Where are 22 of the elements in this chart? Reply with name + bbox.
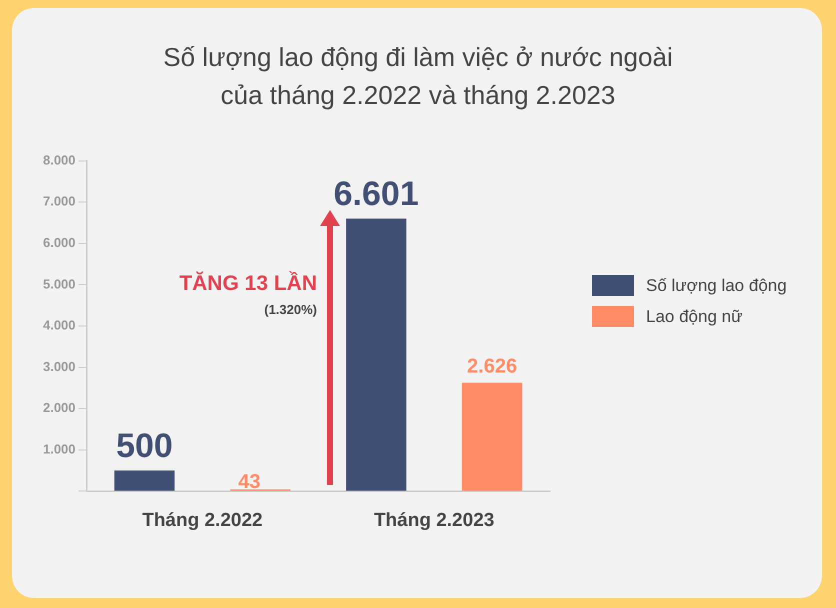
- bar: [114, 470, 175, 491]
- chart-title: Số lượng lao động đi làm việc ở nước ngoài của tháng 2.2022 và tháng 2.2023: [162, 41, 674, 112]
- y-tick-label: 6.000: [42, 234, 76, 250]
- y-tick-label: 4.000: [42, 318, 76, 333]
- x-tick-label: Tháng 2.2023: [374, 510, 494, 531]
- legend-label: Số lượng lao động: [646, 276, 787, 296]
- bar: [462, 382, 522, 491]
- y-tick-label: 2.000: [42, 400, 76, 416]
- y-tick-label: 3.000: [42, 358, 76, 374]
- annotation: TĂNG 13 LẦN: [179, 272, 317, 296]
- y-tick-label: 8.000: [42, 152, 76, 168]
- y-tick-label: 7.000: [42, 194, 76, 209]
- x-tick-label: Tháng 2.2022: [142, 510, 263, 531]
- legend-label: Lao động nữ: [646, 306, 742, 326]
- data-label: 500: [116, 426, 173, 465]
- y-tick-label: 1.000: [42, 441, 76, 456]
- data-label: 2.626: [467, 355, 518, 378]
- data-label: 43: [238, 470, 260, 493]
- annotation: (1.320%): [264, 302, 317, 317]
- data-label: 6.601: [334, 174, 419, 213]
- y-tick-label: 5.000: [42, 276, 76, 292]
- bar: [346, 218, 406, 491]
